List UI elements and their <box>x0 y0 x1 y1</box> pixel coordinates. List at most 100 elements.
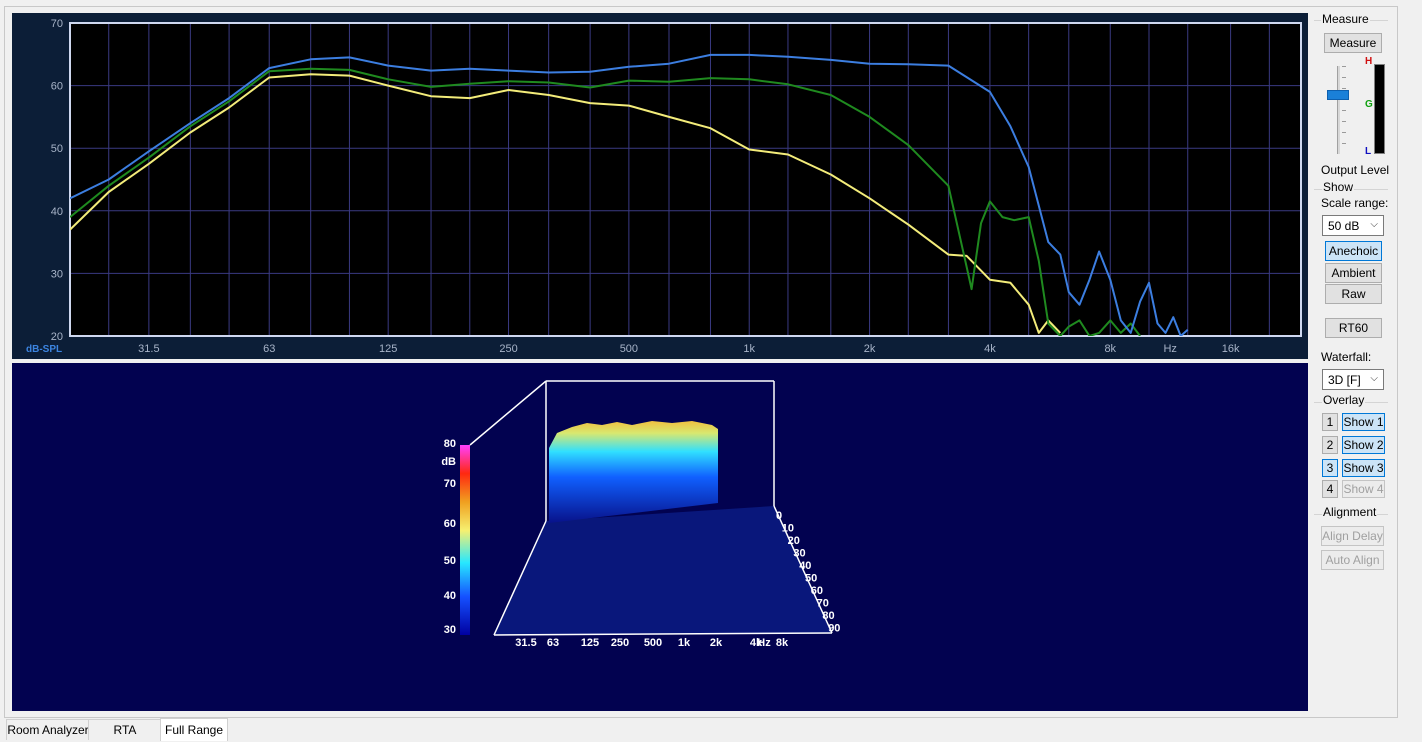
meter-low-label: L <box>1365 146 1372 157</box>
waterfall-axes <box>493 505 833 636</box>
waterfall-time-tick: 10 <box>782 523 794 535</box>
waterfall-time-tick: 40 <box>799 560 811 572</box>
x-tick-label: 1k <box>743 343 755 355</box>
waterfall-time-tick: 60 <box>811 585 823 597</box>
output-level-label: Output Level <box>1321 163 1390 177</box>
waterfall-freq-tick: 63 <box>547 637 559 649</box>
show-4-button[interactable]: Show 4 <box>1342 480 1385 498</box>
y-tick-label: 60 <box>51 81 63 93</box>
y-tick-label: 50 <box>51 143 63 155</box>
show-2-button[interactable]: Show 2 <box>1342 436 1385 454</box>
x-tick-label: 125 <box>379 343 397 355</box>
waterfall-frame <box>469 380 775 521</box>
chevron-down-icon: ⌵ <box>1370 219 1378 230</box>
x-tick-label: 500 <box>620 343 638 355</box>
waterfall-time-tick: 90 <box>828 623 840 635</box>
x-tick-label: 4k <box>984 343 996 355</box>
waterfall-colorbar <box>460 445 470 635</box>
waterfall-freq-tick: 4k <box>750 637 763 649</box>
meter-high-label: H <box>1365 56 1373 67</box>
x-tick-label: Hz <box>1163 343 1176 355</box>
colorbar-tick: 70 <box>444 478 456 490</box>
plot-area <box>70 23 1301 336</box>
waterfall-time-tick: 20 <box>788 535 800 547</box>
waterfall-time-tick: 70 <box>817 598 829 610</box>
y-tick-label: 40 <box>51 206 63 218</box>
waterfall-freq-tick: 8k <box>776 637 789 649</box>
scale-range-label: Scale range: <box>1321 196 1389 210</box>
y-tick-label: 30 <box>51 268 63 280</box>
waterfall-value: 3D [F] <box>1328 372 1361 387</box>
frequency-response-graph[interactable]: 70 60 50 40 30 20 31.5 63 125 250 500 1k 2k 4k 8k Hz 16k… <box>12 13 1308 359</box>
overlay-group-title: Overlay <box>1322 393 1366 407</box>
colorbar-tick: dB <box>441 456 456 468</box>
colorbar-tick: 60 <box>444 518 456 530</box>
waterfall-surface <box>549 421 718 523</box>
output-level-slider[interactable] <box>1326 62 1350 158</box>
measure-group-title: Measure <box>1321 12 1370 26</box>
y-tick-label: 70 <box>51 18 63 30</box>
waterfall-time-tick: 30 <box>793 548 805 560</box>
x-tick-label: 2k <box>864 343 876 355</box>
colorbar-tick: 40 <box>444 590 456 602</box>
unit-label: dB-SPL <box>26 344 62 355</box>
raw-button[interactable]: Raw <box>1325 284 1382 304</box>
waterfall-floor <box>494 506 832 635</box>
frequency-response-svg: 70 60 50 40 30 20 31.5 63 125 250 500 1k 2k 4k 8k Hz 16k… <box>26 18 1302 355</box>
overlay-3-button[interactable]: 3 <box>1322 459 1338 477</box>
slider-ticks <box>1342 66 1346 154</box>
waterfall-select[interactable]: 3D [F] ⌵ <box>1322 369 1384 390</box>
blue-response-line <box>70 53 1189 336</box>
colorbar-ticks: 80 dB 70 60 50 40 30 <box>441 438 456 636</box>
waterfall-time-tick: 50 <box>805 573 817 585</box>
waterfall-time-tick: 80 <box>822 610 834 622</box>
tab-full-range[interactable]: Full Range <box>160 718 228 741</box>
tab-rta[interactable]: RTA <box>88 719 162 740</box>
tab-room-analyzer[interactable]: Room Analyzer <box>6 719 90 740</box>
colorbar-tick: 80 <box>444 438 456 450</box>
waterfall-label: Waterfall: <box>1321 350 1372 364</box>
waterfall-freq-tick: 500 <box>644 637 662 649</box>
show-1-button[interactable]: Show 1 <box>1342 413 1385 431</box>
y-tick-label: 20 <box>51 331 63 343</box>
waterfall-freq-tick: 125 <box>581 637 599 649</box>
auto-align-button[interactable]: Auto Align <box>1321 550 1384 570</box>
anechoic-button[interactable]: Anechoic <box>1325 241 1382 261</box>
overlay-1-button[interactable]: 1 <box>1322 413 1338 431</box>
meter-good-label: G <box>1365 99 1373 110</box>
waterfall-freq-tick: 2k <box>710 637 723 649</box>
chevron-down-icon: ⌵ <box>1370 373 1378 384</box>
show-3-button[interactable]: Show 3 <box>1342 459 1385 477</box>
green-response-line <box>70 67 1141 336</box>
plot-border <box>69 22 1302 337</box>
waterfall-freq-tick: 31.5 <box>515 637 536 649</box>
waterfall-plot[interactable]: 80 dB 70 60 50 40 30 31.5 63 125 250 500 1k 2k 4k Hz 8k… <box>12 363 1308 711</box>
x-tick-label: 63 <box>263 343 275 355</box>
overlay-4-button[interactable]: 4 <box>1322 480 1338 498</box>
scale-range-select[interactable]: 50 dB ⌵ <box>1322 215 1384 236</box>
x-tick-label: 250 <box>499 343 517 355</box>
align-delay-button[interactable]: Align Delay <box>1321 526 1384 546</box>
waterfall-freq-tick: Hz <box>757 637 771 649</box>
alignment-group-title: Alignment <box>1322 505 1378 519</box>
scale-range-value: 50 dB <box>1328 218 1360 233</box>
measure-button[interactable]: Measure <box>1324 33 1382 53</box>
level-meter: H G L <box>1365 56 1388 157</box>
yellow-response-line <box>70 73 1062 334</box>
x-tick-label: 16k <box>1222 343 1240 355</box>
colorbar-tick: 50 <box>444 555 456 567</box>
control-sidebar: Measure Measure H G L Output Level Show … <box>1314 12 1390 574</box>
waterfall-freq-tick: 1k <box>678 637 691 649</box>
rt60-button[interactable]: RT60 <box>1325 318 1382 338</box>
slider-thumb[interactable] <box>1327 90 1349 100</box>
overlay-2-button[interactable]: 2 <box>1322 436 1338 454</box>
waterfall-freq-tick: 250 <box>611 637 629 649</box>
show-group-title: Show <box>1322 180 1355 194</box>
ambient-button[interactable]: Ambient <box>1325 263 1382 283</box>
waterfall-time-tick: 0 <box>776 510 782 522</box>
x-tick-label: 31.5 <box>138 343 159 355</box>
colorbar-tick: 30 <box>444 624 456 636</box>
